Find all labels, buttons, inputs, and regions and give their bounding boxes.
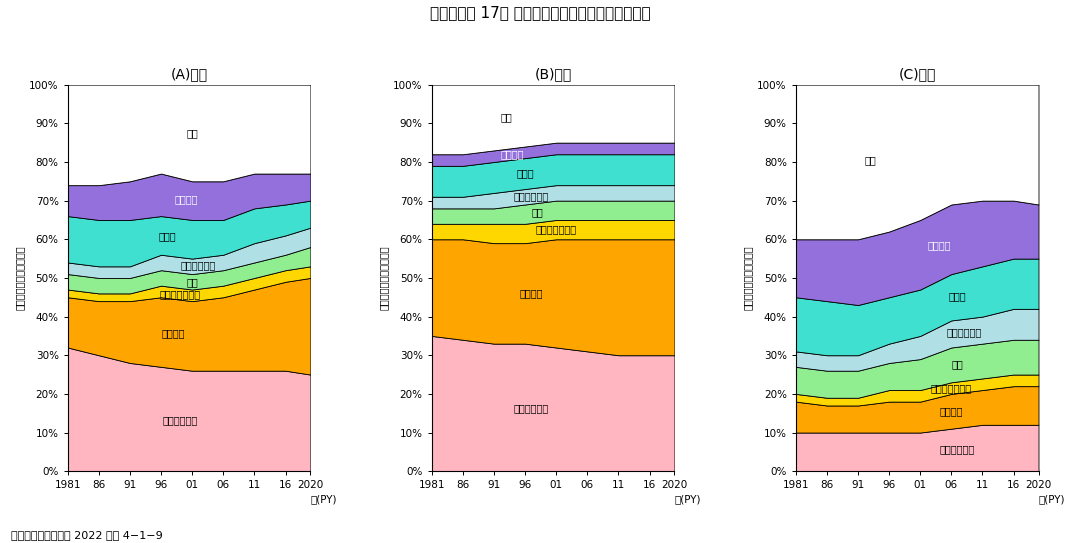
Y-axis label: 日本の分野別論文数割合: 日本の分野別論文数割合 xyxy=(15,245,25,310)
Text: 計算機・数学: 計算機・数学 xyxy=(946,327,982,337)
Text: 基礎生命科学: 基礎生命科学 xyxy=(940,445,975,454)
Text: 基礎生命科学: 基礎生命科学 xyxy=(514,403,549,413)
Text: 基礎生命科学: 基礎生命科学 xyxy=(162,415,198,425)
Text: 物理学: 物理学 xyxy=(949,291,967,301)
Text: 臨床医学: 臨床医学 xyxy=(162,329,186,339)
Text: 臨床医学: 臨床医学 xyxy=(519,288,543,299)
Text: 化学: 化学 xyxy=(500,112,512,122)
Text: 環境・地球科学: 環境・地球科学 xyxy=(536,225,577,235)
Text: 工学: 工学 xyxy=(951,359,963,369)
Text: 年(PY): 年(PY) xyxy=(310,494,337,504)
Text: 参照：科学技術指標 2022 図表 4−1−9: 参照：科学技術指標 2022 図表 4−1−9 xyxy=(11,531,163,540)
Text: 【概要図表 17】 主要国の分野別論文数割合の推移: 【概要図表 17】 主要国の分野別論文数割合の推移 xyxy=(430,5,650,21)
Text: 材料科学: 材料科学 xyxy=(174,194,198,205)
Text: 環境・地球科学: 環境・地球科学 xyxy=(931,383,972,393)
Text: 年(PY): 年(PY) xyxy=(1039,494,1065,504)
Text: 工学: 工学 xyxy=(531,207,543,218)
Text: 環境・地球科学: 環境・地球科学 xyxy=(159,289,200,299)
Text: 年(PY): 年(PY) xyxy=(674,494,701,504)
Text: 材料科学: 材料科学 xyxy=(501,149,525,159)
Text: 物理学: 物理学 xyxy=(159,231,176,241)
Text: 化学: 化学 xyxy=(865,155,876,166)
Title: (A)日本: (A)日本 xyxy=(171,67,207,81)
Text: 工学: 工学 xyxy=(186,277,198,287)
Title: (C)中国: (C)中国 xyxy=(899,67,936,81)
Text: 物理学: 物理学 xyxy=(516,168,534,179)
Title: (B)米国: (B)米国 xyxy=(535,67,571,81)
Y-axis label: 米国の分野別論文数割合: 米国の分野別論文数割合 xyxy=(379,245,389,310)
Text: 化学: 化学 xyxy=(186,128,198,138)
Y-axis label: 中国の分野別論文数割合: 中国の分野別論文数割合 xyxy=(743,245,753,310)
Text: 計算機・数学: 計算機・数学 xyxy=(514,191,549,201)
Text: 計算機・数学: 計算機・数学 xyxy=(180,261,216,270)
Text: 材料科学: 材料科学 xyxy=(928,241,950,250)
Text: 臨床医学: 臨床医学 xyxy=(940,406,963,416)
